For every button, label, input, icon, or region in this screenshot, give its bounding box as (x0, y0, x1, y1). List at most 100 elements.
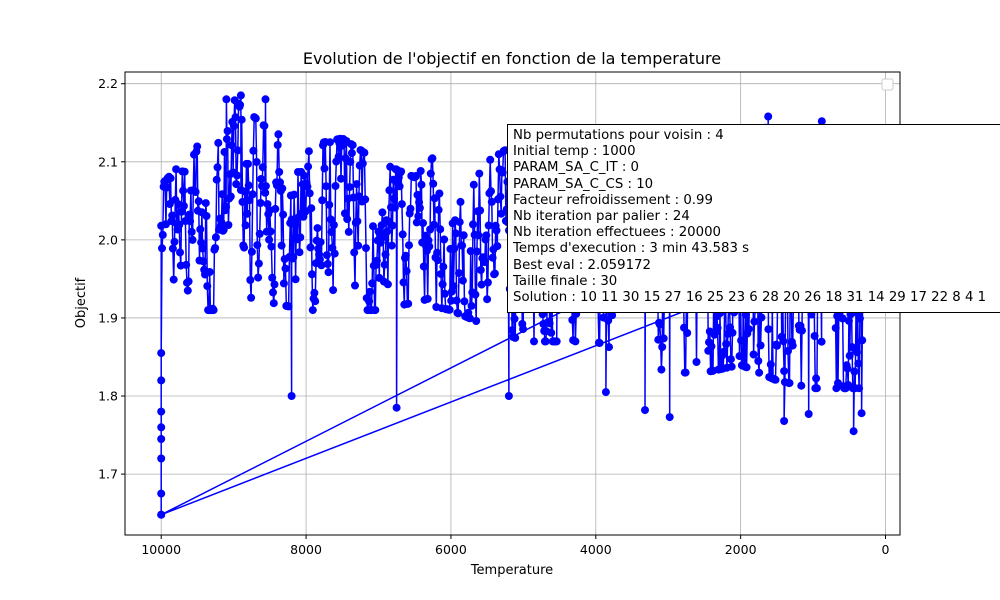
data-point (337, 174, 345, 183)
data-point (168, 211, 177, 220)
data-point (764, 325, 773, 334)
data-point (232, 180, 241, 189)
data-point (249, 146, 258, 155)
data-point (812, 374, 821, 383)
data-point (831, 324, 840, 332)
data-point (212, 175, 221, 184)
data-point (735, 352, 744, 361)
data-point (722, 340, 731, 348)
data-point (310, 288, 319, 297)
data-point (213, 163, 222, 172)
data-point (692, 358, 701, 366)
x-tick-label: 0 (882, 542, 890, 557)
data-point (480, 258, 489, 267)
data-point (780, 367, 789, 376)
data-point (253, 241, 262, 250)
data-point (452, 296, 461, 305)
data-point (306, 243, 315, 252)
data-point (217, 218, 226, 227)
data-point (404, 299, 413, 308)
data-point (371, 306, 380, 315)
data-point (201, 199, 210, 208)
data-point (440, 235, 449, 244)
data-point (504, 392, 513, 400)
data-point (428, 154, 437, 163)
data-point (402, 267, 411, 276)
data-point (233, 146, 242, 155)
data-point (347, 149, 356, 158)
data-point (169, 275, 178, 284)
data-point (545, 319, 554, 328)
annotation-line: Temps d'execution : 3 min 43.583 s (513, 241, 750, 257)
data-point (268, 273, 277, 282)
data-point (261, 188, 270, 197)
data-point (779, 337, 788, 346)
data-point (322, 251, 331, 260)
data-point (198, 244, 207, 253)
data-point (812, 384, 821, 393)
data-point (188, 235, 197, 244)
data-point (227, 141, 236, 150)
data-point (222, 202, 231, 211)
data-point (484, 221, 493, 230)
data-point (220, 148, 229, 156)
data-point (313, 224, 322, 233)
data-point (193, 142, 202, 151)
chart-title: Evolution de l'objectif en fonction de l… (303, 49, 721, 68)
data-point (467, 301, 476, 310)
data-point (222, 135, 231, 144)
data-point (308, 270, 316, 279)
x-tick-label: 8000 (290, 542, 322, 557)
data-point (224, 221, 233, 229)
data-point (707, 342, 716, 351)
data-point (454, 309, 463, 318)
data-point (157, 376, 166, 385)
data-point (191, 188, 200, 196)
data-point (360, 148, 369, 157)
data-point (205, 268, 214, 276)
data-point (419, 219, 427, 228)
data-point (855, 314, 864, 323)
data-point (430, 220, 438, 229)
data-point (429, 179, 438, 188)
data-point (209, 306, 218, 315)
data-point (233, 171, 241, 180)
data-point (439, 262, 448, 271)
data-point (571, 337, 580, 346)
data-point (849, 427, 858, 436)
data-point (222, 95, 231, 104)
data-point (324, 268, 333, 277)
data-point (388, 221, 397, 230)
data-point (416, 167, 425, 175)
data-point (226, 192, 235, 201)
data-point (419, 262, 428, 271)
data-point (742, 363, 751, 372)
data-point (279, 210, 288, 219)
data-point (251, 114, 260, 123)
data-point (323, 260, 332, 268)
data-point (281, 264, 290, 273)
data-point (278, 184, 287, 193)
data-point (657, 365, 666, 374)
annotation-line: Solution : 10 11 30 15 27 16 25 23 6 28 … (513, 290, 987, 306)
data-point (788, 341, 797, 350)
data-point (405, 241, 413, 250)
data-point (487, 187, 495, 196)
data-point (437, 270, 445, 278)
x-tick-label: 4000 (580, 542, 612, 557)
data-point (381, 250, 390, 259)
data-point (482, 231, 491, 240)
annotation-line: Initial temp : 1000 (513, 144, 636, 160)
data-point (317, 261, 326, 270)
data-point (157, 423, 166, 432)
data-point (858, 336, 867, 345)
y-tick-label: 2.1 (98, 154, 118, 169)
data-point (508, 326, 517, 335)
data-point (307, 204, 316, 213)
data-point (334, 152, 343, 161)
data-point (358, 159, 367, 168)
data-point (273, 141, 282, 149)
data-point (392, 403, 401, 412)
data-point (539, 320, 548, 328)
data-point (295, 248, 304, 257)
